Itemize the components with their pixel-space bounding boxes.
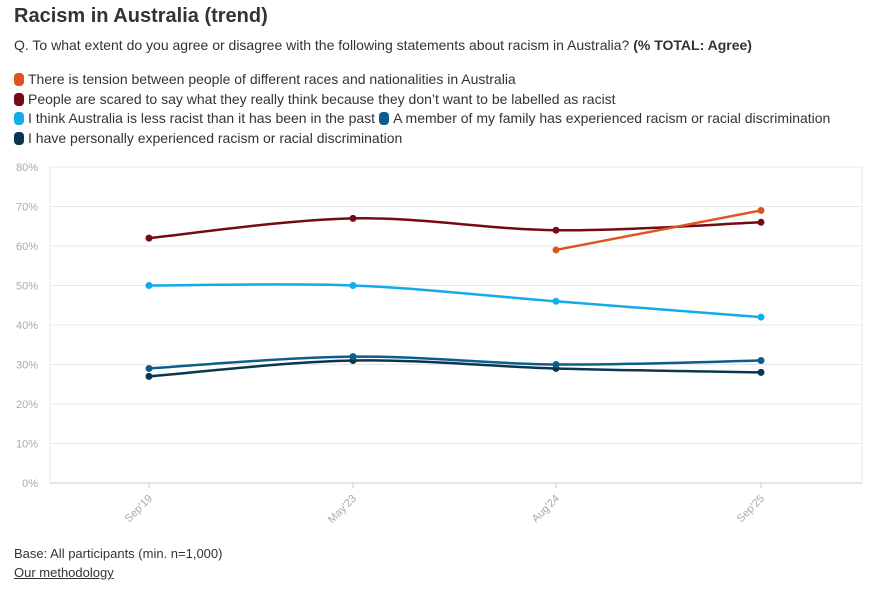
base-note: Base: All participants (min. n=1,000) [14,546,223,561]
data-point [145,364,153,372]
legend-item[interactable]: People are scared to say what they reall… [14,90,616,110]
legend-swatch [14,92,24,106]
x-tick-label: Sep'19 [123,493,155,525]
legend: There is tension between people of diffe… [14,70,874,148]
y-tick-label: 30% [16,360,38,372]
data-point [349,282,357,289]
legend-label: People are scared to say what they reall… [28,90,616,107]
data-point [145,234,153,242]
y-tick-label: 50% [16,281,38,293]
y-tick-label: 80% [16,162,38,174]
data-point [349,214,357,222]
y-tick-label: 10% [16,439,38,451]
legend-label: A member of my family has experienced ra… [393,110,831,126]
y-tick-label: 60% [16,241,38,253]
data-point [552,226,560,234]
legend-label: There is tension between people of diffe… [28,71,516,87]
data-point [757,218,765,226]
data-point [552,297,560,305]
legend-item[interactable]: There is tension between people of diffe… [14,70,516,90]
series-line [148,283,762,319]
legend-swatch [14,131,24,145]
data-point [757,206,765,214]
x-tick-label: May'23 [326,493,359,526]
legend-label: I have personally experienced racism or … [28,129,403,146]
line-chart: 0% 10% 20% 30% 40% 50% 60% 70% 80% Sep'19 May'23 Au… [16,162,863,526]
subtitle-text: Q. To what extent do you agree or disagr… [14,37,630,53]
legend-item[interactable]: I think Australia is less racist than it… [14,109,375,129]
y-tick-label: 0% [22,478,38,490]
legend-swatch [14,112,24,125]
y-tick-label: 20% [16,399,38,411]
legend-item[interactable]: I have personally experienced racism or … [14,129,402,149]
data-point [757,313,765,321]
data-point [552,361,560,368]
data-point [145,372,153,380]
legend-swatch [379,112,390,125]
subtitle-bold: (% TOTAL: Agree) [633,37,752,53]
legend-label: I think Australia is less racist than it… [28,110,376,126]
legend-item[interactable]: A member of my family has experienced ra… [379,109,830,129]
chart-title: Racism in Australia (trend) [14,5,268,27]
series-line [148,355,762,370]
chart-subtitle: Q. To what extent do you agree or disagr… [14,37,752,53]
series-line [148,359,762,378]
x-tick-label: Sep'25 [735,493,767,525]
x-tick-label: Aug'24 [530,493,562,525]
data-point [349,353,357,361]
methodology-link[interactable]: Our methodology [14,565,114,580]
data-point [757,368,765,376]
series-line [555,209,762,252]
data-point [757,357,765,365]
data-point [145,282,153,289]
data-point [552,246,560,254]
y-tick-label: 70% [16,202,38,214]
y-tick-label: 40% [16,320,38,332]
legend-swatch [14,73,24,86]
